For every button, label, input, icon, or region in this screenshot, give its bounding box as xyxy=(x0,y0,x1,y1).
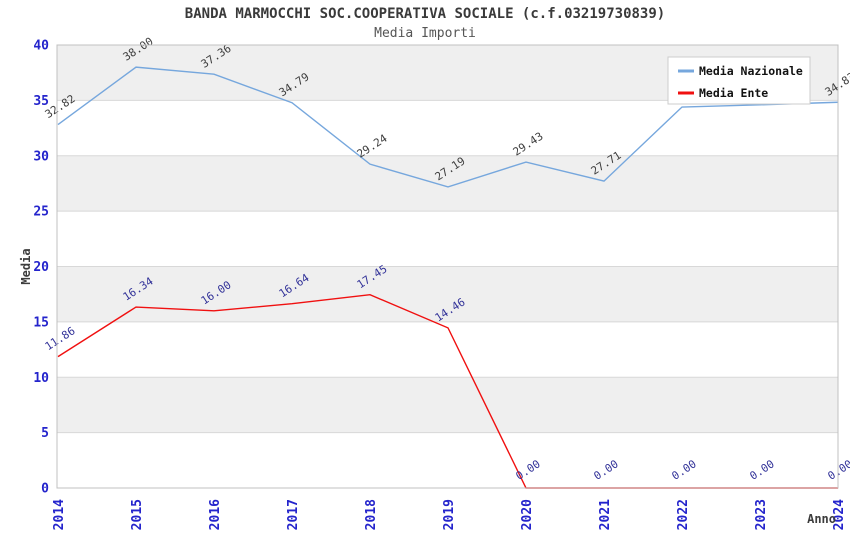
y-tick-label: 5 xyxy=(41,426,49,441)
x-tick-label: 2022 xyxy=(676,499,691,530)
y-axis-title: Media xyxy=(19,248,33,284)
legend xyxy=(667,56,811,105)
x-tick-label: 2015 xyxy=(130,499,145,530)
y-tick-label: 0 xyxy=(41,482,49,497)
x-tick-label: 2017 xyxy=(286,499,301,530)
x-tick-label: 2014 xyxy=(52,499,67,530)
x-tick-label: 2020 xyxy=(520,499,535,530)
plot-band xyxy=(57,211,838,267)
plot-band xyxy=(57,266,838,322)
plot-band xyxy=(57,432,838,488)
x-tick-label: 2024 xyxy=(832,499,847,530)
plot-band xyxy=(57,155,838,212)
y-tick-label: 10 xyxy=(33,371,49,386)
plot-band xyxy=(57,377,838,433)
plot-band xyxy=(57,100,838,156)
y-tick-label: 35 xyxy=(33,94,49,109)
y-tick-label: 30 xyxy=(33,149,49,164)
x-tick-label: 2021 xyxy=(598,499,613,530)
y-tick-label: 25 xyxy=(33,205,49,220)
y-tick-label: 20 xyxy=(33,260,49,275)
chart-subtitle: Media Importi xyxy=(374,26,476,41)
y-tick-label: 15 xyxy=(33,315,49,330)
plot-border xyxy=(56,44,839,489)
x-tick-label: 2018 xyxy=(364,499,379,530)
x-tick-label: 2023 xyxy=(754,499,769,530)
plot-band xyxy=(57,321,838,378)
x-tick-label: 2019 xyxy=(442,499,457,530)
legend-label: Media Ente xyxy=(699,86,768,100)
x-tick-label: 2016 xyxy=(208,499,223,530)
x-axis-title: Anno xyxy=(807,512,836,526)
legend-label: Media Nazionale xyxy=(699,64,803,78)
series-line-media-nazionale xyxy=(57,66,839,188)
chart-title: BANDA MARMOCCHI SOC.COOPERATIVA SOCIALE … xyxy=(184,6,666,22)
y-tick-label: 40 xyxy=(33,39,49,54)
